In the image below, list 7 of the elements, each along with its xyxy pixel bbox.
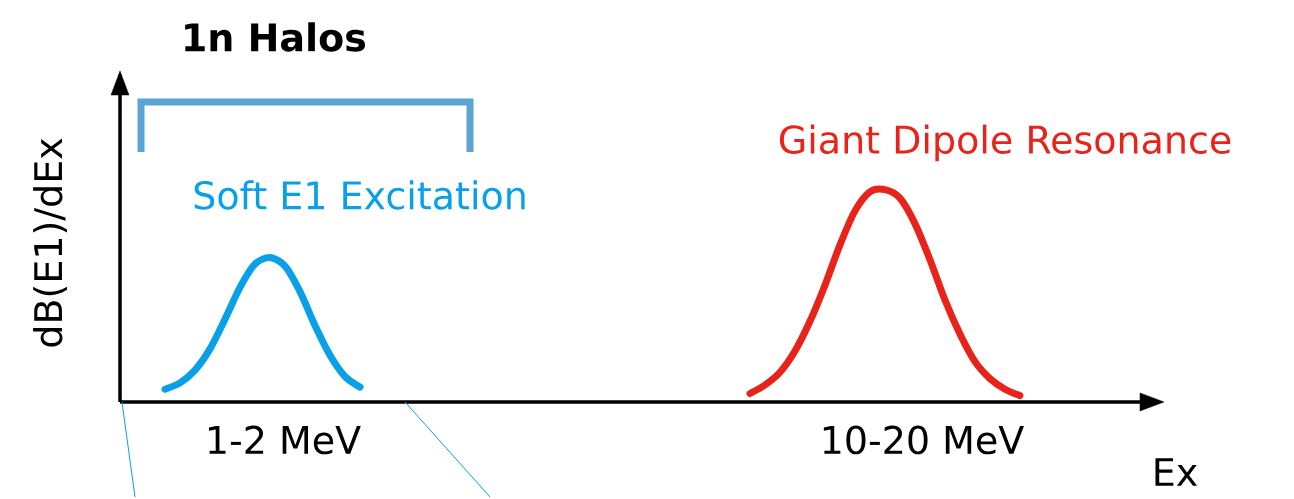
- text: 1-2 MeV: [209, 425, 361, 455]
- chart-title: 1n Halos: [185, 22, 366, 52]
- text: Giant Dipole Resonance: [779, 124, 1231, 162]
- y-axis-title: dB(E1)/dEx: [33, 138, 67, 347]
- x-axis-title: Ex: [1155, 458, 1198, 487]
- text: 10-20 MeV: [823, 425, 1024, 455]
- annotation: Soft E1 Excitation: [194, 180, 525, 210]
